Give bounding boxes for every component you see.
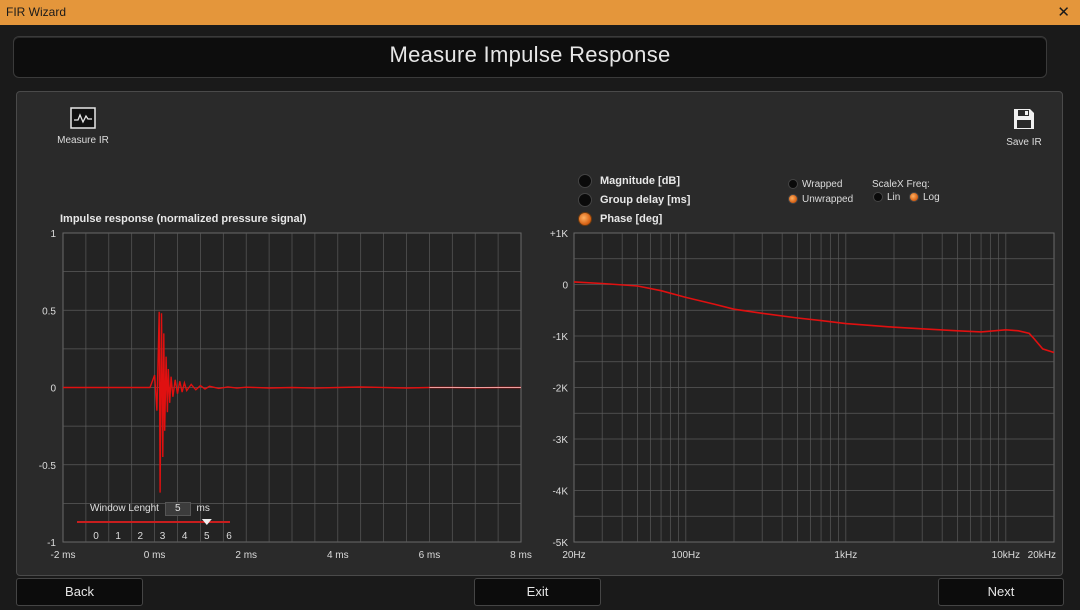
window-length-slider[interactable]: 0 1 2 3 4 5 6 [72, 515, 232, 545]
impulse-y-tick-label: 0.5 [42, 306, 56, 317]
page-title: Measure Impulse Response [389, 42, 671, 67]
save-ir-label: Save IR [1006, 137, 1042, 148]
slider-thumb [201, 519, 212, 525]
option-lin[interactable]: Lin [873, 192, 900, 203]
title-bar: FIR Wizard ✕ [0, 0, 1080, 25]
next-button[interactable]: Next [938, 578, 1064, 606]
window-length-label: Window Lenght [90, 503, 159, 514]
radio-unwrapped [788, 194, 798, 205]
mode-magnitude-label: Magnitude [dB] [600, 174, 681, 187]
page-header: Measure Impulse Response [13, 36, 1047, 78]
phase-y-tick-label: -2K [552, 384, 568, 395]
slider-scale-label: 5 [204, 531, 210, 542]
main-panel: Measure IR Save IR Impulse response (nor… [16, 91, 1063, 576]
impulse-trace [63, 311, 521, 493]
back-button[interactable]: Back [16, 578, 143, 606]
impulse-x-tick-label: 6 ms [419, 550, 441, 561]
impulse-x-tick-label: 8 ms [510, 550, 532, 561]
radio-phase [578, 212, 592, 226]
phase-y-tick-label: -4K [552, 487, 568, 498]
phase-y-tick-label: -3K [552, 435, 568, 446]
wizard-window: Measure Impulse Response Measure IR Save… [0, 25, 1080, 610]
measure-ir-label: Measure IR [57, 135, 109, 146]
impulse-x-tick-label: -2 ms [51, 550, 76, 561]
measure-ir-button[interactable]: Measure IR [57, 107, 109, 146]
mode-phase-label: Phase [deg] [600, 212, 663, 225]
phase-y-tick-label: 0 [562, 281, 568, 292]
option-log-label: Log [923, 192, 940, 203]
phase-x-tick-label: 10kHz [992, 550, 1020, 561]
slider-scale-label: 0 [93, 531, 99, 542]
window-length-control: Window Lenght 5 ms [90, 502, 210, 516]
phase-y-tick-label: -5K [552, 538, 568, 549]
mode-group-delay[interactable]: Group delay [ms] [578, 193, 690, 207]
slider-scale-label: 6 [226, 531, 232, 542]
waveform-icon [70, 107, 96, 129]
option-unwrapped[interactable]: Unwrapped [788, 194, 853, 205]
radio-wrapped [788, 179, 798, 190]
impulse-x-tick-label: 2 ms [235, 550, 257, 561]
mode-magnitude[interactable]: Magnitude [dB] [578, 174, 680, 188]
scalex-label: ScaleX Freq: [872, 179, 930, 190]
mode-phase[interactable]: Phase [deg] [578, 212, 662, 226]
option-lin-label: Lin [887, 192, 901, 203]
phase-x-tick-label: 20Hz [562, 550, 585, 561]
phase-x-tick-label: 1kHz [834, 550, 857, 561]
radio-magnitude [578, 174, 592, 188]
phase-x-tick-label: 20kHz [1028, 550, 1056, 561]
slider-scale-label: 1 [115, 531, 121, 542]
option-unwrapped-label: Unwrapped [802, 194, 854, 205]
radio-group-delay [578, 193, 592, 207]
exit-button[interactable]: Exit [474, 578, 601, 606]
save-ir-button[interactable]: Save IR [1002, 107, 1046, 148]
option-wrapped[interactable]: Wrapped [788, 179, 842, 190]
option-log[interactable]: Log [909, 192, 940, 203]
radio-log [909, 192, 919, 203]
impulse-y-tick-label: 0 [50, 384, 56, 395]
phase-y-tick-label: +1K [550, 229, 568, 240]
slider-scale-label: 4 [182, 531, 188, 542]
window-length-input[interactable]: 5 [164, 502, 191, 516]
window-length-unit: ms [196, 503, 210, 514]
floppy-disk-icon [1014, 109, 1034, 129]
window-title: FIR Wizard [6, 5, 66, 19]
close-icon[interactable]: ✕ [1057, 4, 1070, 21]
impulse-x-tick-label: 4 ms [327, 550, 349, 561]
slider-scale-label: 3 [160, 531, 166, 542]
impulse-y-tick-label: -1 [47, 538, 56, 549]
option-wrapped-label: Wrapped [802, 179, 843, 190]
mode-group-delay-label: Group delay [ms] [600, 193, 691, 206]
phase-x-tick-label: 100Hz [671, 550, 700, 561]
impulse-x-tick-label: 0 ms [144, 550, 166, 561]
slider-scale-label: 2 [138, 531, 144, 542]
radio-lin [873, 192, 883, 203]
impulse-y-tick-label: -0.5 [39, 461, 57, 472]
impulse-y-tick-label: 1 [50, 229, 56, 240]
impulse-chart-title: Impulse response (normalized pressure si… [60, 213, 307, 225]
phase-chart: 20Hz 100Hz 1kHz 10kHz 20kHz +1K 0 -1K -2K -3K -4K -… [550, 229, 1056, 561]
phase-y-tick-label: -1K [552, 332, 568, 343]
phase-trace [573, 281, 1055, 354]
